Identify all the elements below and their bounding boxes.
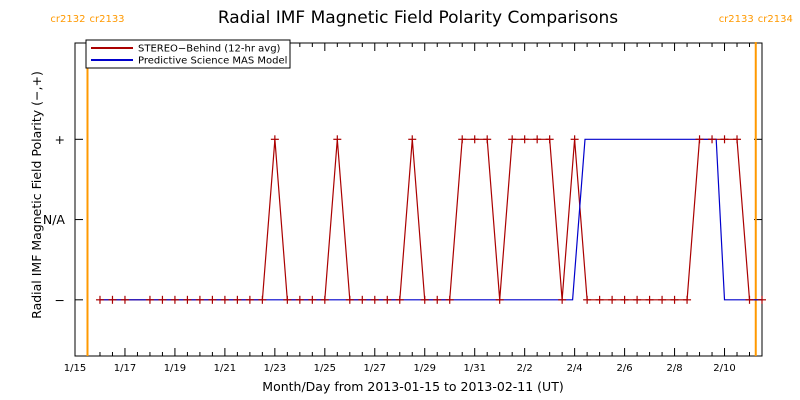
stereo-data-point bbox=[270, 135, 279, 144]
stereo-data-point bbox=[645, 295, 654, 304]
chart-title: Radial IMF Magnetic Field Polarity Compa… bbox=[218, 8, 618, 28]
stereo-data-point bbox=[670, 295, 679, 304]
stereo-data-point bbox=[95, 295, 104, 304]
x-tick-label: 2/6 bbox=[617, 363, 633, 374]
stereo-data-point bbox=[658, 295, 667, 304]
y-tick-label: N/A bbox=[43, 212, 66, 227]
y-axis-label: Radial IMF Magnetic Field Polarity (−,+) bbox=[29, 71, 44, 319]
x-tick-label: 1/15 bbox=[64, 363, 86, 374]
x-tick-label: 1/17 bbox=[114, 363, 136, 374]
stereo-data-point bbox=[458, 135, 467, 144]
stereo-data-point bbox=[295, 295, 304, 304]
stereo-data-point bbox=[508, 135, 517, 144]
stereo-data-point bbox=[758, 295, 766, 304]
x-tick-label: 1/21 bbox=[214, 363, 236, 374]
legend: STEREO−Behind (12-hr avg) Predictive Sci… bbox=[85, 39, 291, 69]
stereo-data-point bbox=[470, 135, 479, 144]
x-tick-label: 1/19 bbox=[164, 363, 186, 374]
stereo-data-point bbox=[433, 295, 442, 304]
carrington-label-left: cr2133 bbox=[719, 14, 754, 25]
stereo-data-point bbox=[570, 135, 579, 144]
stereo-data-point bbox=[145, 295, 154, 304]
stereo-data-point bbox=[408, 135, 417, 144]
stereo-data-point bbox=[708, 135, 717, 144]
y-tick-label: − bbox=[55, 292, 65, 307]
x-tick-label: 1/29 bbox=[414, 363, 436, 374]
stereo-data-point bbox=[533, 135, 542, 144]
stereo-data-point bbox=[220, 295, 229, 304]
stereo-data-point bbox=[333, 135, 342, 144]
stereo-data-point bbox=[483, 135, 492, 144]
stereo-data-point bbox=[208, 295, 217, 304]
legend-label-stereo: STEREO−Behind (12-hr avg) bbox=[138, 44, 281, 55]
stereo-data-point bbox=[370, 295, 379, 304]
stereo-data-point bbox=[633, 295, 642, 304]
x-tick-label: 1/27 bbox=[364, 363, 386, 374]
stereo-data-point bbox=[558, 295, 567, 304]
stereo-data-point bbox=[308, 295, 317, 304]
stereo-data-point bbox=[195, 295, 204, 304]
x-tick-label: 2/4 bbox=[567, 363, 583, 374]
stereo-data-point bbox=[695, 135, 704, 144]
stereo-data-point bbox=[520, 135, 529, 144]
stereo-data-point bbox=[320, 295, 329, 304]
stereo-data-point bbox=[108, 295, 117, 304]
stereo-data-point bbox=[283, 295, 292, 304]
stereo-data-point bbox=[583, 295, 592, 304]
stereo-data-point bbox=[620, 295, 629, 304]
stereo-data-point bbox=[545, 135, 554, 144]
stereo-data-point bbox=[170, 295, 179, 304]
stereo-data-point bbox=[733, 135, 742, 144]
x-tick-label: 1/25 bbox=[314, 363, 336, 374]
x-tick-label: 1/23 bbox=[264, 363, 286, 374]
carrington-label-right: cr2134 bbox=[758, 14, 793, 25]
plot-frame bbox=[74, 42, 763, 357]
stereo-data-point bbox=[245, 295, 254, 304]
stereo-data-point bbox=[683, 295, 692, 304]
stereo-data-point bbox=[720, 135, 729, 144]
stereo-data-point bbox=[495, 295, 504, 304]
stereo-data-point bbox=[358, 295, 367, 304]
series-layer bbox=[95, 135, 766, 304]
mas-series-line bbox=[100, 138, 762, 301]
stereo-data-point bbox=[345, 295, 354, 304]
stereo-data-point bbox=[395, 295, 404, 304]
x-tick-label: 2/2 bbox=[517, 363, 533, 374]
x-axis: 1/15 1/17 1/19 1/21 1/23 1/25 1/27 1/29 1/31 2/2 2… bbox=[64, 43, 763, 374]
stereo-data-point bbox=[608, 295, 617, 304]
x-tick-label: 1/31 bbox=[463, 363, 485, 374]
stereo-data-point bbox=[745, 295, 754, 304]
x-tick-label: 2/8 bbox=[667, 363, 683, 374]
stereo-data-point bbox=[595, 295, 604, 304]
carrington-markers: cr2132 cr2133 cr2133 cr2134 bbox=[50, 14, 793, 356]
carrington-label-right: cr2133 bbox=[89, 14, 124, 25]
stereo-data-point bbox=[183, 295, 192, 304]
carrington-label-left: cr2132 bbox=[50, 14, 85, 25]
stereo-series-line bbox=[100, 138, 762, 301]
stereo-data-point bbox=[258, 295, 267, 304]
y-axis: + N/A − bbox=[43, 132, 762, 307]
stereo-data-point bbox=[420, 295, 429, 304]
stereo-data-point bbox=[158, 295, 167, 304]
legend-box bbox=[85, 39, 291, 69]
stereo-data-point bbox=[233, 295, 242, 304]
y-tick-label: + bbox=[55, 132, 65, 147]
stereo-data-point bbox=[445, 295, 454, 304]
x-axis-label: Month/Day from 2013-01-15 to 2013-02-11 … bbox=[262, 379, 563, 394]
legend-label-mas: Predictive Science MAS Model bbox=[138, 56, 287, 67]
x-tick-label: 2/10 bbox=[713, 363, 735, 374]
stereo-data-point bbox=[120, 295, 129, 304]
stereo-data-point bbox=[383, 295, 392, 304]
